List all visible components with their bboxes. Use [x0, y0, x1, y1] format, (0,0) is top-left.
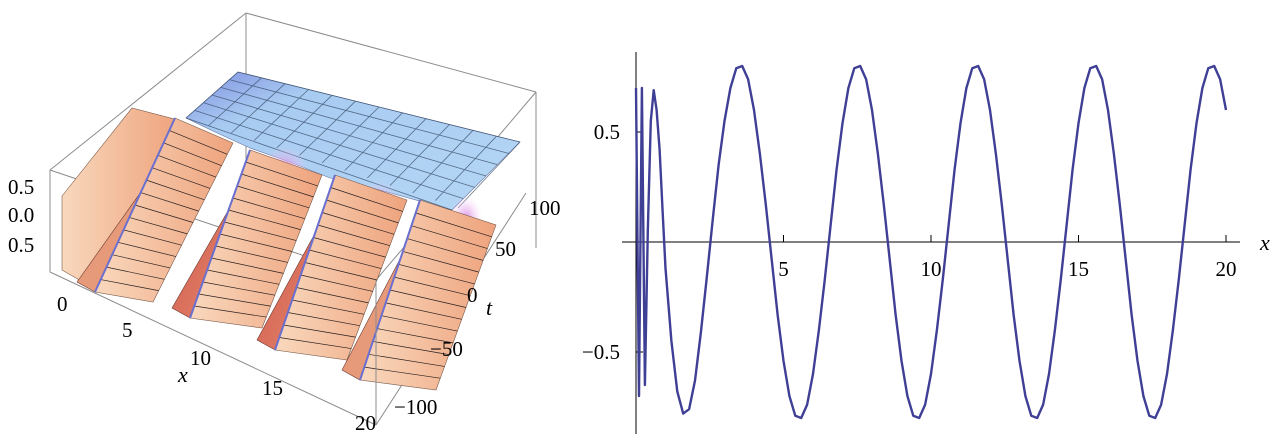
surface-mesh-line: [169, 130, 228, 155]
surface-mesh-line: [300, 274, 373, 292]
surface-mesh-line: [241, 173, 314, 198]
surface-mesh-line: [224, 221, 297, 241]
t-axis-label: t: [486, 295, 493, 320]
surface-mesh-line: [309, 249, 382, 269]
t-tick-label: −100: [394, 395, 437, 419]
surface-mesh-line: [287, 312, 360, 327]
surface-mesh-line: [194, 305, 267, 318]
surface-mesh-line: [202, 281, 275, 296]
ridge-crest: [94, 117, 176, 293]
ridge-crest: [359, 199, 421, 381]
surface-mesh-line: [232, 197, 305, 220]
plateau-mesh-line: [203, 102, 475, 188]
surface-mesh-line: [245, 161, 318, 187]
surface-mesh-line: [106, 266, 165, 280]
surface-mesh-line: [385, 302, 462, 320]
surface-mesh-line: [140, 192, 199, 212]
surface-mesh-line: [112, 254, 171, 269]
surface-mesh-line: [211, 257, 284, 274]
ridge-crest: [189, 149, 251, 319]
surface-mesh-line: [117, 241, 176, 257]
plateau-mesh-line: [211, 94, 487, 177]
surface-mesh-line: [394, 276, 471, 297]
y-ticks: 0.5 −0.5: [582, 120, 643, 364]
x-tick-label: 0: [57, 292, 68, 316]
surface-mesh-line: [123, 229, 182, 246]
surface-mesh-line: [283, 324, 356, 338]
x-tick-label: 20: [1216, 257, 1237, 281]
ridge-crest: [274, 174, 336, 351]
surface-mesh-line: [389, 289, 467, 308]
x-tick-label: 10: [190, 346, 211, 370]
x-axis-ticks-3d: 0 5 10 15 20 x: [57, 292, 376, 435]
t-tick-label: 50: [495, 237, 516, 261]
line-plot-panel: 5 10 15 20 0.5 −0.5 x: [582, 52, 1270, 434]
x-tick-label: 20: [355, 411, 376, 435]
y-tick-label: 0.5: [594, 120, 620, 144]
x-tick-label: 5: [778, 257, 789, 281]
surface-mesh-line: [157, 154, 216, 178]
t-tick-label: 0: [467, 283, 478, 307]
plateau-mesh-line: [194, 109, 464, 200]
plateau-mesh: [185, 71, 521, 211]
surface-mesh-line: [129, 217, 188, 235]
surface-mesh-line: [381, 315, 458, 332]
x-axis-label-3d: x: [177, 362, 188, 387]
surface-plot-panel: 0.5 0.0 0.5 0 5 10 15 20 x −100 −50 0 50…: [8, 12, 561, 435]
surface-mesh-line: [215, 245, 288, 263]
surface-mesh-line: [146, 179, 205, 201]
surface-mesh-line: [411, 225, 488, 249]
surface-mesh-line: [377, 328, 454, 344]
x-tick-label: 10: [921, 257, 942, 281]
surface-mesh-line: [326, 199, 399, 224]
x-tick-label: 15: [262, 376, 283, 400]
surface-mesh-line: [207, 269, 280, 285]
x-tick-label: 15: [1068, 257, 1089, 281]
t-tick-label: −50: [430, 337, 463, 361]
surface-ridges: [61, 107, 497, 391]
series-line: [634, 64, 1228, 420]
z-axis-ticks: 0.5 0.0 0.5: [8, 175, 34, 257]
surface-mesh-line: [322, 212, 395, 235]
surface-mesh-line: [402, 251, 479, 273]
plateau-mesh-line: [220, 86, 498, 166]
surface-mesh-line: [364, 366, 441, 379]
surface-mesh-line: [100, 279, 159, 291]
plateau-mesh-line: [185, 117, 453, 211]
plateau-mesh-line: [412, 130, 474, 194]
surface-mesh-line: [368, 353, 445, 367]
surface-mesh-line: [279, 337, 352, 349]
surface-mesh-line: [304, 262, 378, 281]
plateau-mesh-line: [389, 124, 450, 186]
plateau-mesh-line: [435, 135, 497, 201]
x-axis-label: x: [1259, 230, 1270, 255]
surface-mesh-line: [296, 287, 369, 304]
surface-mesh-line: [372, 341, 449, 355]
plateau-mesh-line: [229, 79, 509, 154]
surface-mesh-line: [134, 204, 194, 223]
surface-mesh-line: [407, 238, 484, 261]
surface-mesh-line: [198, 293, 271, 307]
z-tick-label: 0.5: [8, 233, 34, 257]
surface-mesh-line: [317, 224, 390, 247]
surface-mesh-line: [237, 185, 310, 209]
surface-mesh-line: [219, 233, 293, 252]
surface-mesh-line: [313, 237, 386, 258]
z-tick-label: 0.5: [8, 175, 34, 199]
surface-mesh-line: [398, 263, 475, 285]
plateau-mesh-line: [237, 71, 521, 143]
t-tick-label: 100: [529, 196, 561, 220]
t-axis-ticks: −100 −50 0 50 100 t: [394, 196, 561, 419]
surface-mesh-line: [415, 212, 492, 238]
surface-mesh-line: [228, 209, 301, 230]
surface-mesh-line: [292, 299, 365, 315]
x-tick-label: 5: [122, 318, 133, 342]
y-tick-label: −0.5: [582, 340, 620, 364]
x-ticks: 5 10 15 20: [778, 235, 1237, 281]
surface-mesh-line: [330, 187, 403, 212]
z-tick-label: 0.0: [8, 203, 34, 227]
surface-mesh-line: [152, 167, 211, 189]
surface-mesh-line: [163, 142, 222, 167]
